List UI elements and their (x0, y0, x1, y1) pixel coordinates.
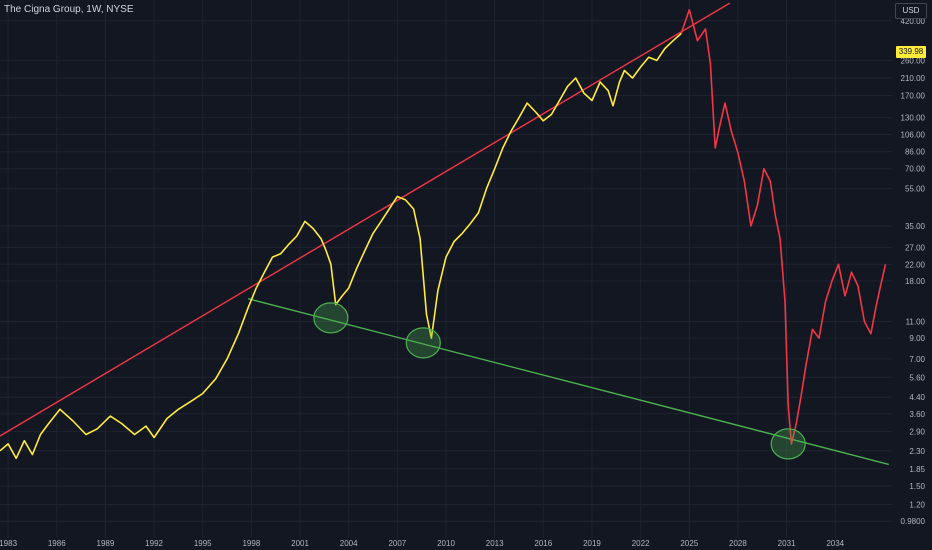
last-price-badge: 339.98 (896, 46, 926, 58)
x-tick-label: 2007 (388, 539, 406, 548)
y-tick-label: 420.00 (901, 17, 926, 26)
y-tick-label: 130.00 (901, 114, 926, 123)
y-tick-label: 210.00 (901, 74, 926, 83)
x-tick-label: 1986 (48, 539, 66, 548)
y-tick-label: 3.60 (909, 410, 925, 419)
x-tick-label: 2001 (291, 539, 309, 548)
y-tick-label: 27.00 (905, 243, 926, 252)
y-tick-label: 1.50 (909, 482, 925, 491)
y-tick-label: 170.00 (901, 91, 926, 100)
y-tick-label: 260.00 (901, 56, 926, 65)
y-tick-label: 35.00 (905, 222, 926, 231)
currency-button[interactable]: USD (895, 3, 927, 19)
x-tick-label: 1989 (97, 539, 115, 548)
y-tick-label: 1.20 (909, 501, 925, 510)
y-tick-label: 11.00 (906, 318, 926, 327)
x-tick-label: 2016 (534, 539, 552, 548)
x-tick-label: 2013 (486, 539, 504, 548)
x-tick-label: 2034 (826, 539, 844, 548)
y-tick-label: 2.90 (909, 428, 925, 437)
support-circle (405, 327, 441, 359)
x-tick-label: 1983 (0, 539, 18, 548)
y-axis: 420.00 260.00 210.00 170.00 130.00 106.00 86.0… (901, 17, 926, 526)
x-tick-label: 2028 (729, 539, 747, 548)
y-tick-label: 86.00 (905, 148, 926, 157)
series-lower-trendline (247, 298, 889, 466)
x-tick-label: 1992 (145, 539, 163, 548)
y-tick-label: 18.00 (905, 277, 926, 286)
x-tick-label: 2004 (340, 539, 358, 548)
y-tick-label: 0.9800 (901, 517, 926, 526)
y-tick-label: 1.85 (909, 465, 925, 474)
x-tick-label: 1998 (242, 539, 260, 548)
support-circle (770, 428, 806, 460)
series-upper-trendline (0, 2, 731, 437)
y-tick-label: 106.00 (901, 130, 926, 139)
y-tick-label: 4.40 (909, 393, 925, 402)
support-circle (313, 302, 349, 334)
x-tick-label: 1995 (194, 539, 212, 548)
series-history (0, 32, 682, 460)
grid (0, 0, 892, 538)
series-layer (0, 2, 889, 466)
y-tick-label: 22.00 (905, 260, 926, 269)
series-projection (680, 8, 887, 445)
y-tick-label: 5.60 (909, 373, 925, 382)
x-tick-label: 2025 (680, 539, 698, 548)
x-tick-label: 2010 (437, 539, 455, 548)
y-tick-label: 7.00 (909, 355, 925, 364)
y-tick-label: 55.00 (905, 185, 926, 194)
chart-title: The Cigna Group, 1W, NYSE (4, 4, 134, 15)
x-tick-label: 2022 (632, 539, 650, 548)
y-tick-label: 2.30 (909, 447, 925, 456)
y-tick-label: 9.00 (909, 334, 925, 343)
x-tick-label: 2031 (778, 539, 796, 548)
annotations-layer (313, 302, 806, 460)
x-axis: 1983 1986 1989 1992 1995 1998 2001 2004 2007 2010… (0, 539, 845, 548)
y-tick-label: 70.00 (905, 165, 926, 174)
x-tick-label: 2019 (583, 539, 601, 548)
